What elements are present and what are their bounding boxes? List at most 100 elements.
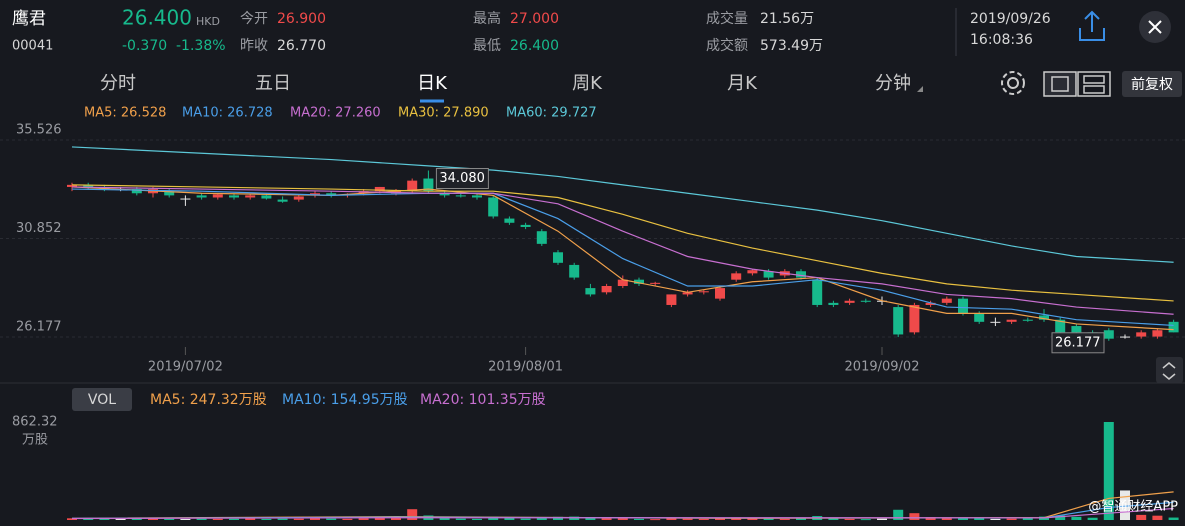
candle-body (860, 300, 871, 302)
ma-line (71, 186, 1174, 331)
volume-bar (407, 509, 418, 520)
adjust-button-label[interactable]: 前复权 (1131, 76, 1173, 93)
candle-body (796, 271, 806, 278)
tab[interactable]: 分钟 (875, 73, 911, 94)
ma-legend: MA30: 27.890 (398, 106, 489, 121)
volume-bar (180, 518, 191, 520)
volume-bar (1022, 518, 1033, 520)
vol-button[interactable] (72, 388, 132, 411)
candle-body (1120, 336, 1130, 338)
low-annotation: 26.177 (1055, 335, 1101, 350)
volume-bar (536, 517, 547, 520)
candle-body (698, 291, 709, 293)
tab[interactable]: 月K (727, 73, 758, 94)
candle-body (212, 194, 223, 198)
price: 26.400 (122, 6, 192, 30)
label: 昨收 (240, 38, 268, 54)
volume-bar (877, 518, 887, 520)
tab[interactable]: 五日 (255, 73, 291, 94)
volume-bar (131, 517, 142, 520)
candle-body (553, 252, 563, 263)
volume-bar (277, 518, 288, 520)
adjust-button[interactable] (1122, 71, 1182, 97)
vol-ma-line (71, 507, 1174, 520)
candle-body (812, 279, 823, 305)
volume-bar (1006, 518, 1017, 520)
candle-body (925, 302, 936, 305)
volume-bar (796, 518, 806, 520)
volume-bar (958, 517, 968, 520)
candle-body (536, 231, 547, 244)
volume-bar (374, 517, 385, 520)
candle-body (650, 282, 661, 284)
candle-body (1152, 330, 1163, 337)
value: 27.000 (510, 11, 559, 27)
candle-body (455, 195, 466, 197)
volume-bar (293, 518, 304, 520)
candle-body (747, 270, 758, 274)
volume-bar (747, 518, 758, 520)
label: 今开 (240, 11, 268, 27)
x-tick-label: 2019/09/02 (845, 360, 920, 375)
change-pct: -1.38% (176, 38, 226, 54)
stock-code: 00041 (12, 39, 53, 54)
candle-body (1006, 319, 1017, 322)
ma-legend: MA10: 26.728 (182, 106, 273, 121)
candle-body (472, 195, 482, 198)
value: 573.49万 (760, 38, 823, 54)
vol-legend: MA10: 154.95万股 (282, 392, 408, 408)
label: 成交额 (706, 37, 748, 54)
candle-body (520, 224, 531, 227)
volume-bar (634, 518, 644, 520)
share-button[interactable] (1079, 10, 1105, 41)
volume-bar (164, 518, 175, 520)
candle-body (1039, 315, 1049, 320)
candle-body (1055, 319, 1066, 333)
candle-body (731, 273, 742, 280)
volume-bar (617, 517, 628, 520)
label: 成交量 (706, 10, 748, 27)
volume-bar (439, 517, 450, 520)
candle-body (229, 195, 239, 198)
currency: HKD (196, 15, 220, 28)
x-tick-label: 2019/07/02 (148, 360, 223, 375)
tab[interactable]: 周K (572, 73, 603, 94)
tab[interactable]: 分时 (100, 73, 136, 94)
volume-bar (666, 517, 677, 520)
value: 26.900 (277, 11, 326, 27)
settings-button[interactable] (1001, 71, 1025, 95)
candle-body (245, 195, 256, 198)
candle-body (326, 193, 337, 196)
candle-body (131, 189, 142, 194)
volume-bar (1071, 516, 1082, 520)
volume-bar (455, 518, 466, 520)
candle-body (196, 195, 207, 198)
volume-bar (715, 517, 725, 520)
date: 2019/09/26 (970, 11, 1051, 27)
volume-bar (358, 518, 369, 520)
watermark: @智通财经APP (1088, 500, 1178, 515)
volume-bar (1152, 515, 1163, 520)
tab[interactable]: 日K (417, 73, 448, 94)
volume-bar (229, 518, 239, 520)
candle-body (893, 307, 904, 335)
expand-button[interactable] (1156, 357, 1183, 383)
candle-body (569, 264, 580, 278)
candle-body (504, 218, 515, 223)
volume-bar (925, 517, 936, 520)
volume-bar (1168, 517, 1179, 520)
volume-bar (99, 518, 110, 520)
candle-body (941, 298, 952, 303)
candle-body (83, 184, 94, 187)
candle-body (374, 186, 385, 192)
ma-legend: MA20: 27.260 (290, 106, 381, 121)
value: 26.400 (510, 38, 559, 54)
volume-bar (1087, 517, 1098, 520)
layout-toggle[interactable] (1043, 71, 1111, 97)
vol-button-label[interactable]: VOL (88, 392, 116, 408)
ma-line (71, 186, 1174, 315)
candle-body (293, 196, 304, 200)
volume-bar (779, 518, 790, 520)
close-button[interactable] (1139, 11, 1171, 43)
ma-line (71, 188, 1174, 327)
